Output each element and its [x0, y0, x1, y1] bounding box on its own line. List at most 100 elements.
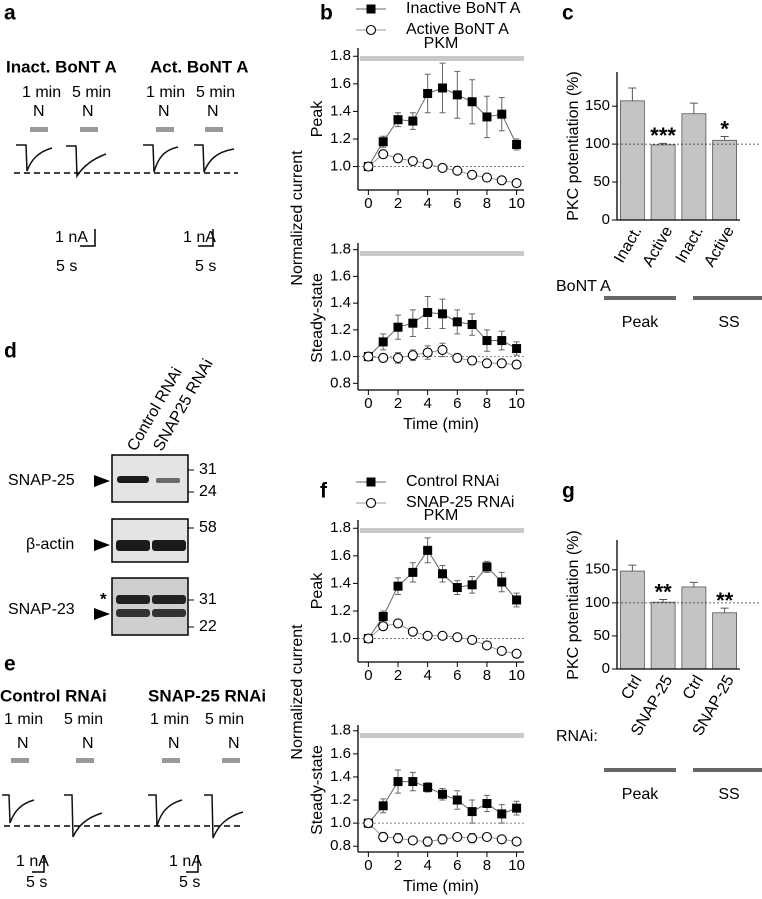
y-tick-label: 1.2	[330, 602, 351, 619]
y-tick-label: 1.2	[330, 130, 351, 147]
y-tick-label: 1.6	[330, 267, 351, 284]
error-bar	[689, 102, 698, 114]
legend-marker	[366, 4, 376, 14]
y-axis-label: Normalized current	[289, 624, 306, 760]
current-trace	[2, 794, 35, 824]
data-point	[393, 322, 403, 332]
time-label: 1 min	[22, 84, 61, 101]
data-point	[437, 309, 447, 319]
data-point	[452, 165, 463, 176]
annotation: PKM	[424, 35, 459, 52]
subplot-label: Steady-state	[309, 273, 326, 363]
panel-letter: f	[320, 480, 328, 503]
panel-a: a Inact. BoNT A Act. BoNT A 1 min 5 min …	[4, 2, 249, 276]
scale-time: 5 s	[179, 874, 200, 891]
data-point	[512, 140, 522, 150]
stimulus-bar	[205, 127, 223, 132]
group-label: Peak	[622, 786, 659, 803]
scale-current: 1 nA	[55, 229, 88, 246]
mw-label: 22	[199, 618, 217, 635]
series-line	[367, 781, 517, 824]
x-tick-label: 6	[453, 395, 461, 412]
group-title: RNAi:	[556, 728, 598, 745]
y-tick-label: 1.6	[330, 745, 351, 762]
current-trace	[64, 794, 103, 838]
data-point	[407, 835, 418, 846]
data-point	[496, 645, 507, 657]
x-tick-label: Ctrl	[618, 673, 645, 703]
data-point	[378, 831, 389, 843]
data-point	[422, 630, 433, 641]
x-tick-label: 0	[364, 395, 372, 412]
time-label: 5 min	[64, 711, 103, 728]
arrowhead	[94, 475, 110, 487]
x-tick-label: 8	[483, 857, 491, 874]
data-point	[423, 307, 433, 317]
bar	[712, 612, 738, 670]
y-tick-label: 50	[593, 627, 610, 644]
data-point	[511, 648, 522, 659]
data-point	[496, 358, 507, 369]
y-tick-label: 1.2	[330, 791, 351, 808]
blot-label: SNAP-23	[8, 601, 75, 618]
x-tick-label: 8	[483, 395, 491, 412]
data-point	[467, 833, 478, 844]
data-point	[497, 577, 507, 587]
x-tick-label: 0	[364, 857, 372, 874]
y-axis-label: PKC potentiation (%)	[565, 530, 582, 679]
stimulus-bar	[76, 758, 94, 763]
x-tick-label: 6	[453, 857, 461, 874]
condition-label: Act. BoNT A	[150, 57, 249, 76]
y-tick-label: 1.8	[330, 241, 351, 258]
mw-label: 58	[199, 519, 217, 536]
legend-marker	[366, 477, 376, 487]
data-point	[437, 569, 447, 579]
data-point	[481, 358, 492, 369]
blot-band	[116, 540, 150, 551]
data-point	[407, 350, 418, 361]
data-point	[452, 90, 462, 100]
data-point	[467, 355, 478, 366]
data-point	[497, 109, 507, 119]
x-tick-label: 10	[508, 195, 525, 212]
legend-label: Active BoNT A	[406, 21, 509, 38]
stimulus-label: N	[17, 735, 29, 752]
x-tick-label: 4	[423, 395, 431, 412]
pkm-bar	[360, 733, 524, 738]
stimulus-bar	[156, 127, 174, 132]
y-tick-label: 1.0	[330, 158, 351, 175]
data-point	[392, 153, 404, 164]
data-point	[482, 562, 492, 572]
x-tick-label: Active	[701, 224, 738, 270]
legend-label: SNAP-25 RNAi	[406, 494, 514, 511]
data-point	[423, 545, 433, 555]
group-label: SS	[718, 314, 739, 331]
data-point	[452, 795, 462, 805]
data-point	[378, 352, 389, 363]
significance-stars: **	[655, 579, 673, 604]
data-point	[481, 172, 492, 183]
mw-label: 31	[199, 461, 217, 478]
error-bar	[628, 87, 637, 101]
data-point	[452, 352, 463, 363]
panel-letter: e	[4, 653, 16, 676]
data-point	[363, 633, 374, 644]
blot-band	[152, 595, 186, 604]
current-trace	[194, 144, 235, 173]
data-point	[392, 352, 404, 363]
error-bar	[659, 142, 668, 145]
data-point	[393, 115, 403, 125]
time-label: 1 min	[150, 711, 189, 728]
data-point	[408, 318, 418, 328]
annotation: PKM	[424, 507, 459, 524]
blot-band	[117, 476, 149, 483]
error-bar	[689, 581, 698, 587]
error-bar	[628, 564, 637, 572]
bar	[712, 139, 738, 221]
data-point	[452, 632, 463, 643]
data-point	[481, 831, 492, 843]
stimulus-bar	[222, 758, 240, 763]
x-tick-label: 6	[453, 667, 461, 684]
data-point	[378, 612, 388, 622]
